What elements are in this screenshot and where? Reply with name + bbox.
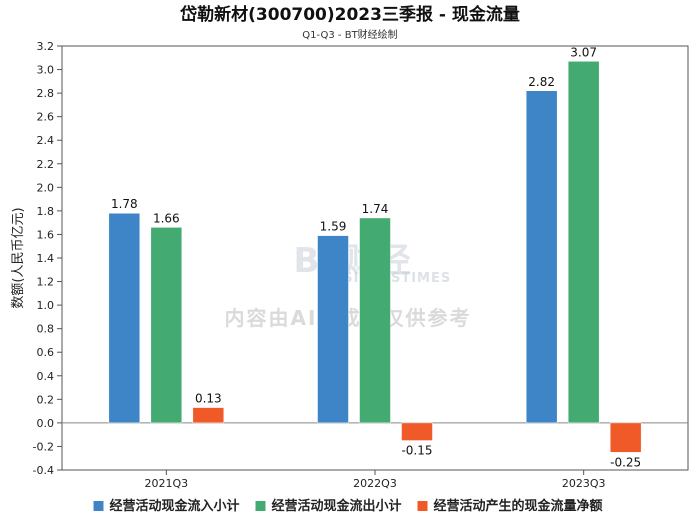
data-label: 3.07: [570, 45, 597, 59]
data-label: -0.25: [610, 455, 641, 469]
chart-title: 岱勒新材(300700)2023三季报 - 现金流量: [179, 4, 520, 25]
data-label: -0.15: [401, 444, 432, 458]
data-label: 2.82: [528, 75, 555, 89]
chart-subtitle: Q1-Q3 - BT财经绘制: [302, 28, 397, 41]
legend-label: 经营活动产生的现金流量净额: [434, 498, 603, 514]
bar: [108, 212, 141, 424]
bar: [401, 422, 433, 441]
bar: [359, 217, 391, 424]
y-tick-label: 1.0: [37, 299, 55, 312]
bar: [609, 422, 642, 453]
plot-area: -0.4 -0.2 0.0 0.2 0.4 0.6 0.8 1.0 1.2 1.4 1.6 1.8 2.…: [33, 40, 689, 490]
y-tick-label: 1.6: [37, 228, 55, 241]
data-label: 1.66: [153, 211, 180, 225]
y-axis-label: 数额(人民币亿元): [11, 207, 26, 308]
y-tick-label: 3.0: [37, 64, 55, 77]
y-tick-label: 2.8: [37, 87, 55, 100]
y-tick-label: -0.2: [33, 440, 54, 453]
legend-swatch: [93, 501, 104, 511]
y-tick-label: -0.4: [33, 464, 54, 477]
watermark-brand: BT财经: [293, 241, 410, 281]
y-tick-label: 0.6: [37, 346, 55, 359]
legend-label: 经营活动现金流入小计: [110, 498, 240, 514]
y-tick-label: 3.2: [37, 40, 55, 53]
legend-swatch: [417, 501, 428, 511]
x-tick-label: 2021Q3: [145, 477, 189, 490]
x-tick-label: 2023Q3: [562, 477, 606, 490]
bar: [317, 235, 349, 424]
data-label: 1.59: [320, 220, 347, 234]
x-tick-label: 2022Q3: [353, 477, 397, 490]
y-tick-label: 2.6: [37, 111, 55, 124]
legend-label: 经营活动现金流出小计: [272, 498, 402, 514]
y-tick-label: 0.8: [37, 323, 55, 336]
y-tick-label: 0.4: [37, 370, 55, 383]
legend-swatch: [255, 501, 266, 511]
y-tick-label: 1.4: [37, 252, 55, 265]
bar: [567, 61, 600, 424]
data-label: 1.78: [111, 197, 138, 211]
data-label: 0.13: [195, 392, 222, 406]
bar: [192, 407, 225, 424]
y-tick-label: 2.0: [37, 181, 55, 194]
y-tick-label: 1.2: [37, 276, 55, 289]
legend: 经营活动现金流入小计 经营活动现金流出小计 经营活动产生的现金流量净额: [93, 498, 603, 514]
y-tick-label: 0.0: [37, 417, 55, 430]
y-tick-label: 2.2: [37, 158, 55, 171]
y-tick-label: 1.8: [37, 205, 55, 218]
y-tick-label: 0.2: [37, 393, 55, 406]
y-tick-label: 2.4: [37, 134, 55, 147]
bar: [525, 90, 558, 424]
bar: [150, 227, 183, 424]
data-label: 1.74: [362, 202, 389, 216]
